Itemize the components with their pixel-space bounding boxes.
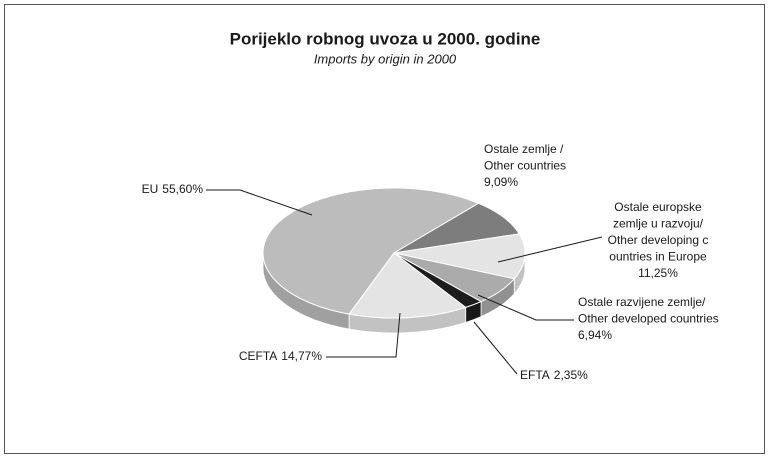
slice-label: EFTA 2,35% [520, 368, 588, 382]
slice-label: CEFTA 14,77% [239, 349, 322, 363]
slice-label: ountries in Europe [609, 250, 707, 264]
leader-line [497, 236, 603, 263]
value-label: 55,60% [162, 182, 203, 196]
value-label: 9,09% [484, 175, 518, 189]
chart-title: Porijeklo robnog uvoza u 2000. godine [230, 29, 541, 48]
value-label: 11,25% [638, 266, 678, 280]
leader-line [326, 312, 401, 358]
slice-label: Ostale europske [614, 200, 702, 214]
label-name: EU [142, 182, 159, 196]
leader-line [206, 189, 313, 216]
value-label: 6,94% [578, 328, 612, 342]
value-label: 14,77% [281, 349, 322, 363]
slice-label: Ostale zemlje / [484, 142, 564, 156]
pie-slice [262, 187, 480, 315]
label-name: CEFTA [239, 349, 277, 363]
value-label: 2,35% [554, 368, 588, 382]
slice-label: Other developed countries [578, 312, 719, 326]
slice-label: Ostale razvijene zemlje/ [578, 295, 706, 309]
pie-slice [393, 233, 526, 280]
label-name: EFTA [520, 368, 550, 382]
slice-label: zemlje u razvoju/ [613, 217, 704, 231]
frame [4, 4, 765, 454]
pie-slice [348, 252, 467, 319]
slice-label: Other countries [484, 159, 566, 173]
chart-subtitle: Imports by origin in 2000 [314, 51, 457, 66]
slice-label: EU 55,60% [142, 182, 204, 196]
leader-line [473, 321, 518, 375]
slice-label: Other developing c [608, 233, 709, 247]
leader-line [477, 294, 574, 321]
